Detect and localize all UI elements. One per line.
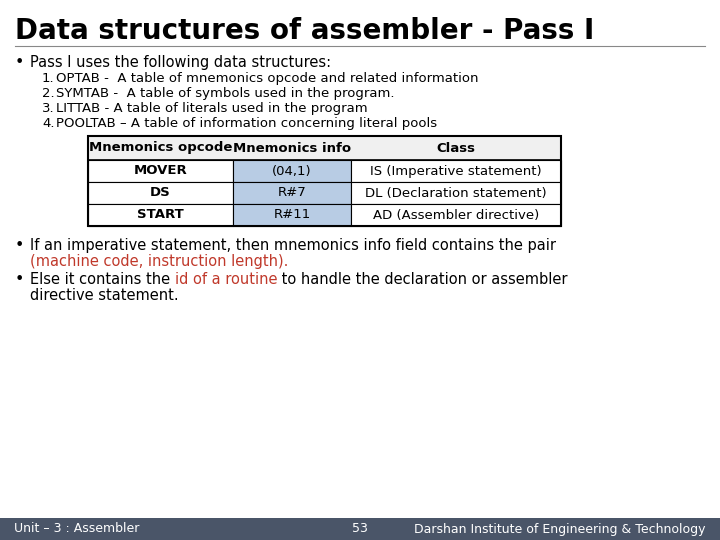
Text: DL (Declaration statement): DL (Declaration statement) bbox=[365, 186, 546, 199]
Text: directive statement.: directive statement. bbox=[30, 288, 179, 303]
Text: 3.: 3. bbox=[42, 102, 55, 115]
Text: •: • bbox=[15, 272, 24, 287]
Text: Unit – 3 : Assembler: Unit – 3 : Assembler bbox=[14, 523, 140, 536]
Bar bbox=[88, 204, 233, 226]
Text: Darshan Institute of Engineering & Technology: Darshan Institute of Engineering & Techn… bbox=[415, 523, 706, 536]
Text: POOLTAB – A table of information concerning literal pools: POOLTAB – A table of information concern… bbox=[56, 117, 437, 130]
Bar bbox=[351, 160, 561, 182]
Bar bbox=[233, 182, 351, 204]
Text: OPTAB -  A table of mnemonics opcode and related information: OPTAB - A table of mnemonics opcode and … bbox=[56, 72, 479, 85]
Bar bbox=[351, 182, 561, 204]
Bar bbox=[88, 136, 561, 226]
Bar bbox=[88, 136, 561, 160]
Text: R#11: R#11 bbox=[274, 208, 310, 221]
Text: SYMTAB -  A table of symbols used in the program.: SYMTAB - A table of symbols used in the … bbox=[56, 87, 395, 100]
Bar bbox=[233, 160, 351, 182]
Text: •: • bbox=[15, 238, 24, 253]
Bar bbox=[233, 204, 351, 226]
Text: 2.: 2. bbox=[42, 87, 55, 100]
Text: 1.: 1. bbox=[42, 72, 55, 85]
Text: IS (Imperative statement): IS (Imperative statement) bbox=[370, 165, 542, 178]
Bar bbox=[351, 204, 561, 226]
Text: MOVER: MOVER bbox=[134, 165, 187, 178]
Text: Data structures of assembler - Pass I: Data structures of assembler - Pass I bbox=[15, 17, 594, 45]
Text: Else it contains the: Else it contains the bbox=[30, 272, 175, 287]
Bar bbox=[88, 182, 233, 204]
Text: •: • bbox=[15, 55, 24, 70]
Text: START: START bbox=[137, 208, 184, 221]
Text: 53: 53 bbox=[352, 523, 368, 536]
Text: (04,1): (04,1) bbox=[272, 165, 312, 178]
Text: R#7: R#7 bbox=[278, 186, 307, 199]
Text: If an imperative statement, then mnemonics info field contains the pair: If an imperative statement, then mnemoni… bbox=[30, 238, 556, 253]
Text: to handle the declaration or assembler: to handle the declaration or assembler bbox=[277, 272, 568, 287]
Bar bbox=[0, 518, 720, 540]
Text: LITTAB - A table of literals used in the program: LITTAB - A table of literals used in the… bbox=[56, 102, 368, 115]
Text: Pass I uses the following data structures:: Pass I uses the following data structure… bbox=[30, 55, 331, 70]
Text: Mnemonics opcode: Mnemonics opcode bbox=[89, 141, 232, 154]
Text: Class: Class bbox=[436, 141, 475, 154]
Text: (machine code, instruction length).: (machine code, instruction length). bbox=[30, 254, 289, 269]
Bar bbox=[88, 160, 233, 182]
Text: Mnemonics info: Mnemonics info bbox=[233, 141, 351, 154]
Text: 4.: 4. bbox=[42, 117, 55, 130]
Text: DS: DS bbox=[150, 186, 171, 199]
Text: id of a routine: id of a routine bbox=[175, 272, 277, 287]
Text: AD (Assembler directive): AD (Assembler directive) bbox=[373, 208, 539, 221]
